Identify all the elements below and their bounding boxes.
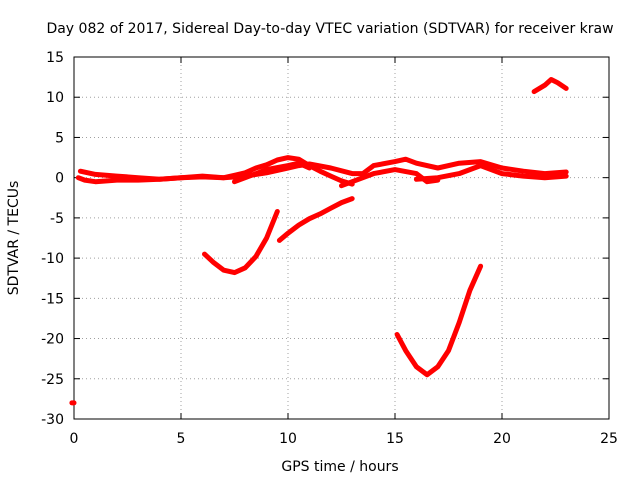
y-tick-label: -20	[41, 332, 64, 348]
y-tick-label: 0	[55, 171, 64, 187]
x-tick-label: 10	[279, 431, 297, 447]
chart-title: Day 082 of 2017, Sidereal Day-to-day VTE…	[46, 21, 613, 37]
x-axis-label: GPS time / hours	[281, 459, 398, 475]
series-arc-3	[232, 160, 312, 185]
series-arc-9	[531, 77, 569, 95]
series-arc-1	[75, 155, 355, 187]
series-arc-8	[394, 263, 484, 378]
y-tick-label: 5	[55, 130, 64, 146]
x-tick-label: 5	[177, 431, 186, 447]
grid-lines	[74, 57, 609, 419]
series-arc-6	[202, 209, 280, 276]
y-tick-label: 10	[46, 90, 64, 106]
axis-ticks: 0 5 10 15 20 25 -30 -25 -20 -15 -10 -5 0 5 10 15	[41, 50, 618, 447]
x-tick-label: 0	[70, 431, 79, 447]
y-tick-label: -30	[41, 412, 64, 428]
y-tick-label: -10	[41, 251, 64, 267]
series-arc-2	[77, 156, 569, 182]
x-tick-label: 25	[600, 431, 618, 447]
y-axis-label: SDTVAR / TECUs	[6, 181, 22, 296]
y-tick-label: -25	[41, 372, 64, 388]
y-tick-label: 15	[46, 50, 64, 66]
series-arc-4	[339, 167, 441, 189]
plot-border	[73, 56, 610, 420]
y-tick-label: -15	[41, 291, 64, 307]
series-arc-7	[276, 196, 355, 243]
series-arc-5	[413, 163, 569, 182]
y-tick-label: -5	[50, 211, 64, 227]
data-series	[69, 77, 569, 406]
x-tick-label: 15	[386, 431, 404, 447]
x-tick-label: 20	[493, 431, 511, 447]
